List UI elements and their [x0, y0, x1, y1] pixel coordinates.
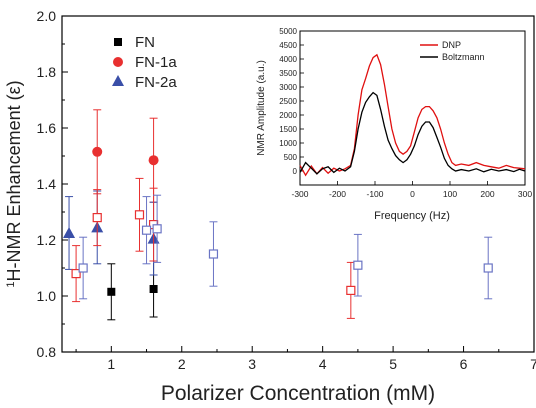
data-point	[134, 210, 145, 220]
inset-legend-label-dnp: DNP	[442, 40, 461, 50]
main-plot: 0.8 1.0 1.2 1.4 1.6 1.8 2.0 1 2 3 4 5 6 7	[37, 8, 536, 372]
inset-y-axis-title: NMR Amplitude (a.u.)	[256, 60, 267, 156]
inset-x-axis-title: Frequency (Hz)	[374, 210, 450, 222]
legend: FN FN-1a FN-2a	[112, 34, 177, 91]
inset-y-tick-label: 3500	[279, 69, 297, 78]
inset-plot-frame	[299, 30, 526, 186]
y-axis-title-text: H-NMR Enhancement (ε)	[4, 80, 24, 281]
inset-legend-label-boltzmann: Boltzmann	[442, 52, 485, 62]
inset-legend: DNP Boltzmann	[420, 40, 485, 62]
inset-x-tick-label: 0	[410, 189, 415, 199]
x-tick-label: 3	[248, 356, 256, 372]
y-tick-label: 1.2	[37, 232, 57, 248]
x-tick-label: 7	[530, 356, 536, 372]
y-tick-label: 0.8	[37, 344, 57, 360]
data-point	[208, 249, 219, 259]
main-axis-ticks: 0.8 1.0 1.2 1.4 1.6 1.8 2.0 1 2 3 4 5 6 7	[37, 8, 536, 372]
data-point	[78, 263, 88, 273]
inset-y-tick-label: 0	[293, 167, 298, 176]
inset-y-tick-label: 1500	[279, 125, 297, 134]
inset-line-boltzmann	[299, 91, 526, 175]
inset-x-tick-label: 100	[443, 189, 457, 199]
legend-label-fn-2a: FN-2a	[135, 74, 177, 91]
inset-y-tick-label: 500	[284, 153, 298, 162]
data-point	[141, 225, 152, 235]
inset-y-tick-label: 2000	[279, 111, 297, 120]
inset-x-tick-label: 200	[480, 189, 494, 199]
y-axis-title-superscript: 1	[5, 281, 17, 287]
inset-y-tick-label: 5000	[279, 27, 297, 36]
inset-x-tick-label: 300	[518, 189, 532, 199]
y-tick-label: 1.6	[37, 120, 57, 136]
y-tick-label: 2.0	[37, 8, 57, 24]
inset-y-tick-label: 2500	[279, 97, 297, 106]
y-tick-label: 1.4	[37, 176, 57, 192]
inset-x-tick-label: -200	[329, 189, 346, 199]
x-tick-label: 5	[389, 356, 397, 372]
data-point	[107, 287, 116, 296]
data-point	[152, 224, 162, 234]
y-tick-label: 1.8	[37, 64, 57, 80]
inset-y-tick-label: 1000	[279, 139, 297, 148]
x-tick-label: 1	[107, 356, 115, 372]
data-point	[483, 263, 493, 273]
legend-marker-fn-2a	[112, 75, 124, 86]
inset-line-dnp	[299, 53, 526, 177]
data-point	[148, 155, 159, 166]
x-axis-title: Polarizer Concentration (mM)	[161, 382, 435, 405]
inset-x-tick-label: -100	[366, 189, 383, 199]
data-point	[63, 227, 76, 238]
x-tick-label: 6	[460, 356, 468, 372]
data-point	[71, 269, 81, 279]
legend-marker-fn-1a	[113, 57, 123, 67]
data-point	[92, 146, 103, 157]
data-point	[346, 285, 356, 295]
inset-data-lines	[299, 53, 526, 177]
data-point	[92, 213, 102, 223]
data-point	[353, 260, 363, 270]
x-tick-label: 4	[319, 356, 327, 372]
legend-marker-fn	[114, 38, 122, 46]
inset-x-tick-label: -300	[291, 189, 308, 199]
inset-axis-ticks: 0500100015002000250030003500400045005000…	[279, 27, 532, 199]
y-tick-label: 1.0	[37, 288, 57, 304]
main-data-marks	[63, 109, 493, 321]
inset-plot: 0500100015002000250030003500400045005000…	[279, 27, 532, 199]
y-axis-title: 1H-NMR Enhancement (ε)	[4, 80, 24, 287]
inset-y-tick-label: 4000	[279, 55, 297, 64]
data-point	[149, 285, 158, 293]
legend-label-fn-1a: FN-1a	[135, 54, 177, 71]
legend-label-fn: FN	[135, 34, 155, 51]
inset-y-tick-label: 4500	[279, 41, 297, 50]
x-tick-label: 2	[178, 356, 186, 372]
inset-y-tick-label: 3000	[279, 83, 297, 92]
